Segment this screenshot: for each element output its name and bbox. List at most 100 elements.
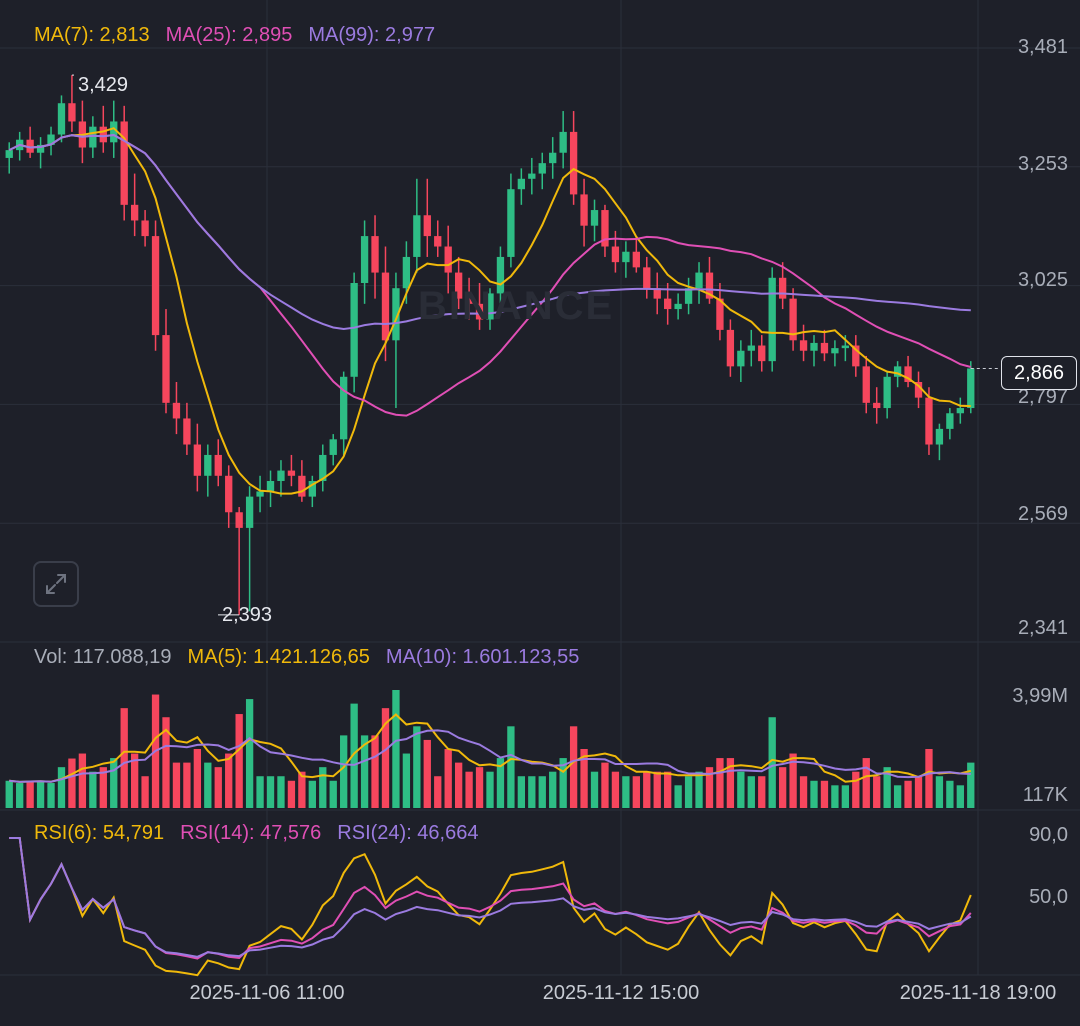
price-tick-5: 2,341	[1017, 617, 1068, 639]
candle-body	[768, 277, 776, 362]
volume-bar	[852, 771, 860, 808]
volume-bar	[287, 780, 296, 808]
candle-body	[172, 402, 181, 419]
volume-bar	[360, 735, 369, 808]
volume-bar	[538, 776, 546, 808]
volume-ma-lines	[9, 713, 972, 783]
rsi-tick-50: 50,0	[1029, 886, 1068, 908]
moving-average-lines	[8, 127, 972, 495]
rsi24-legend: RSI(24): 46,664	[337, 822, 479, 844]
candle-body	[737, 350, 745, 367]
volume-bar	[204, 762, 212, 808]
candle-body	[778, 277, 787, 299]
candle-body	[68, 103, 76, 122]
candle-body	[36, 144, 45, 153]
candle-body	[716, 298, 724, 330]
volume-bar	[308, 780, 316, 808]
rsi-lines	[9, 837, 972, 977]
watermark-text: BINANCE	[418, 284, 615, 328]
candle-body	[423, 215, 431, 237]
volume-bar	[820, 780, 829, 808]
volume-bars	[5, 690, 975, 808]
volume-bar	[475, 767, 484, 808]
rsi6-legend: RSI(6): 54,791	[34, 822, 165, 844]
candle-body	[204, 454, 212, 476]
candle-body	[475, 303, 484, 320]
volume-bar	[193, 749, 202, 808]
volume-bar	[737, 771, 745, 808]
candle-body	[381, 272, 390, 341]
volume-bar	[632, 776, 640, 808]
candle-body	[277, 470, 285, 481]
candle-body	[758, 345, 766, 362]
candle-body	[496, 256, 505, 294]
candle-body	[193, 444, 202, 476]
candle-body	[904, 366, 912, 382]
candle-body	[559, 131, 567, 153]
volume-bar	[78, 753, 87, 808]
ma7-legend: MA(7): 2,813	[34, 24, 150, 46]
expand-button[interactable]	[33, 561, 79, 607]
volume-bar	[705, 767, 714, 808]
time-tick-1: 2025-11-12 15:00	[542, 982, 700, 1004]
candle-body	[402, 256, 411, 289]
volume-bar	[235, 714, 243, 808]
candle-body	[120, 121, 128, 205]
volume-bar	[423, 739, 431, 808]
price-tick-2: 3,025	[1017, 269, 1068, 291]
volume-bar	[590, 771, 599, 808]
candle-body	[914, 381, 923, 398]
candle-body	[89, 126, 97, 148]
volume-bar	[569, 726, 578, 808]
volume-bar	[277, 776, 285, 808]
candle-body	[183, 418, 191, 445]
volume-bar	[68, 758, 76, 808]
volume-bar	[653, 771, 661, 808]
candle-body	[883, 376, 891, 409]
candle-body	[684, 288, 693, 304]
volume-bar	[162, 717, 170, 808]
volume-bar	[298, 771, 306, 808]
candle-body	[266, 480, 275, 492]
candle-body	[47, 134, 55, 145]
candle-body	[622, 251, 630, 263]
candle-body	[287, 470, 296, 476]
volume-bar	[256, 776, 264, 808]
volume-bar	[214, 767, 222, 808]
volume-bar	[883, 767, 891, 808]
rsi14-legend: RSI(14): 47,576	[180, 822, 322, 844]
candle-body	[695, 272, 703, 289]
volume-bar	[350, 703, 358, 808]
volume-bar	[778, 767, 787, 808]
volume-bar	[935, 776, 944, 808]
vol-ma10-legend: MA(10): 1.601.123,55	[385, 646, 580, 668]
candle-body	[820, 342, 829, 354]
volume-bar	[831, 785, 839, 808]
volume-bar	[172, 762, 181, 808]
candle-body	[632, 251, 640, 268]
candle-body	[893, 366, 902, 377]
volume-bar	[402, 753, 411, 808]
candle-body	[110, 121, 118, 143]
candle-body	[214, 454, 222, 476]
volume-bar	[549, 771, 557, 808]
candle-body	[611, 246, 620, 263]
volume-bar	[946, 780, 954, 808]
candle-body	[57, 103, 66, 135]
volume-bar	[413, 726, 421, 808]
candle-body	[643, 267, 651, 289]
volume-ma5-line	[9, 713, 972, 783]
candle-body	[413, 215, 421, 257]
candle-body	[340, 376, 348, 440]
price-tick-4: 2,569	[1017, 503, 1068, 525]
candle-body	[319, 454, 327, 481]
candle-body	[454, 272, 463, 299]
volume-bar	[789, 753, 797, 808]
candle-body	[486, 293, 494, 320]
volume-bar	[956, 785, 964, 808]
candle-body	[392, 288, 400, 341]
candle-body	[235, 512, 243, 528]
volume-bar	[695, 771, 703, 808]
candle-body	[726, 329, 735, 367]
candle-body	[528, 173, 536, 179]
